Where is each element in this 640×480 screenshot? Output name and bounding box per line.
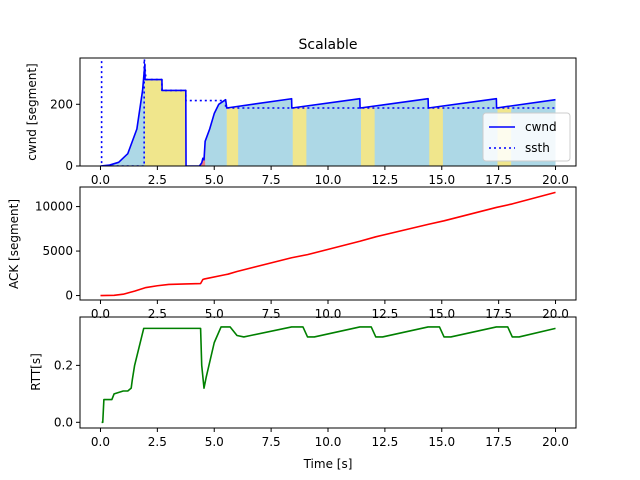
- legend-label-ssth: ssth: [525, 141, 550, 155]
- rtt-xtick-label: 12.5: [372, 435, 399, 449]
- recovery-area: [226, 106, 239, 166]
- cwnd-xtick-label: 20.0: [542, 173, 569, 187]
- cwnd-xtick-label: 2.5: [148, 173, 167, 187]
- ack-xtick-label: 5.0: [205, 307, 224, 321]
- rtt-plot-area: [101, 326, 556, 424]
- ack-axes-frame: [79, 186, 577, 301]
- ack-xtick-label: 15.0: [428, 307, 455, 321]
- ack-ylabel: ACK [segment]: [7, 199, 21, 289]
- rtt-series-line: [101, 326, 556, 424]
- legend-label-cwnd: cwnd: [525, 120, 557, 134]
- cwnd-panel: 0.0 2.5 5.0 7.5 10.0 12.5 15.0 17.5 20.0 0 200 cwnd…: [25, 57, 577, 187]
- ack-xtick-label: 20.0: [542, 307, 569, 321]
- cwnd-xtick-label: 0.0: [91, 173, 110, 187]
- rtt-xtick-label: 20.0: [542, 435, 569, 449]
- recovery-area: [429, 106, 443, 166]
- rtt-xtick-label: 0.0: [91, 435, 110, 449]
- rtt-xtick-label: 7.5: [262, 435, 281, 449]
- cwnd-series-ssth: [100, 58, 556, 166]
- cwnd-xtick-label: 10.0: [315, 173, 342, 187]
- cwnd-xtick-label: 17.5: [485, 173, 512, 187]
- ack-xtick-label: 12.5: [372, 307, 399, 321]
- cwnd-xtick-label: 15.0: [428, 173, 455, 187]
- rtt-xtick-label: 10.0: [315, 435, 342, 449]
- rtt-xtick-label: 2.5: [148, 435, 167, 449]
- rtt-xtick-label: 15.0: [428, 435, 455, 449]
- ack-plot-area: [100, 191, 556, 297]
- rtt-ytick-label: 0.2: [54, 358, 73, 372]
- cwnd-ylabel: cwnd [segment]: [25, 63, 39, 160]
- ack-xtick-label: 10.0: [315, 307, 342, 321]
- rtt-xtick-label: 5.0: [205, 435, 224, 449]
- recovery-area: [292, 106, 307, 166]
- ack-xtick-label: 0.0: [91, 307, 110, 321]
- cwnd-xtick-label: 5.0: [205, 173, 224, 187]
- chart-title: Scalable: [298, 37, 357, 53]
- cwnd-xtick-label: 12.5: [372, 173, 399, 187]
- cwnd-ytick-label: 200: [50, 97, 73, 111]
- ack-xtick-label: 2.5: [148, 307, 167, 321]
- recovery-area: [144, 64, 186, 166]
- ack-ytick-label: 5000: [42, 244, 73, 258]
- ack-ytick-label: 0: [65, 289, 73, 303]
- ack-xtick-label: 17.5: [485, 307, 512, 321]
- cwnd-xtick-label: 7.5: [262, 173, 281, 187]
- rtt-xlabel: Time [s]: [303, 457, 353, 471]
- ack-series-line: [100, 191, 556, 297]
- legend-box: [482, 112, 571, 162]
- rtt-panel: 0.0 2.5 5.0 7.5 10.0 12.5 15.0 17.5 20.0 0.0 0.2 RT…: [29, 316, 577, 471]
- recovery-area: [360, 106, 375, 166]
- rtt-ylabel: RTT[s]: [29, 353, 43, 391]
- rtt-ytick-label: 0.0: [54, 415, 73, 429]
- ack-ytick-label: 10000: [35, 200, 73, 214]
- rtt-xtick-label: 17.5: [485, 435, 512, 449]
- cwnd-series-cwnd: [100, 63, 556, 166]
- ack-panel: 0.0 2.5 5.0 7.5 10.0 12.5 15.0 17.5 20.0 0 5000 100…: [7, 186, 577, 321]
- ack-xtick-label: 7.5: [262, 307, 281, 321]
- cwnd-ytick-label: 0: [65, 159, 73, 173]
